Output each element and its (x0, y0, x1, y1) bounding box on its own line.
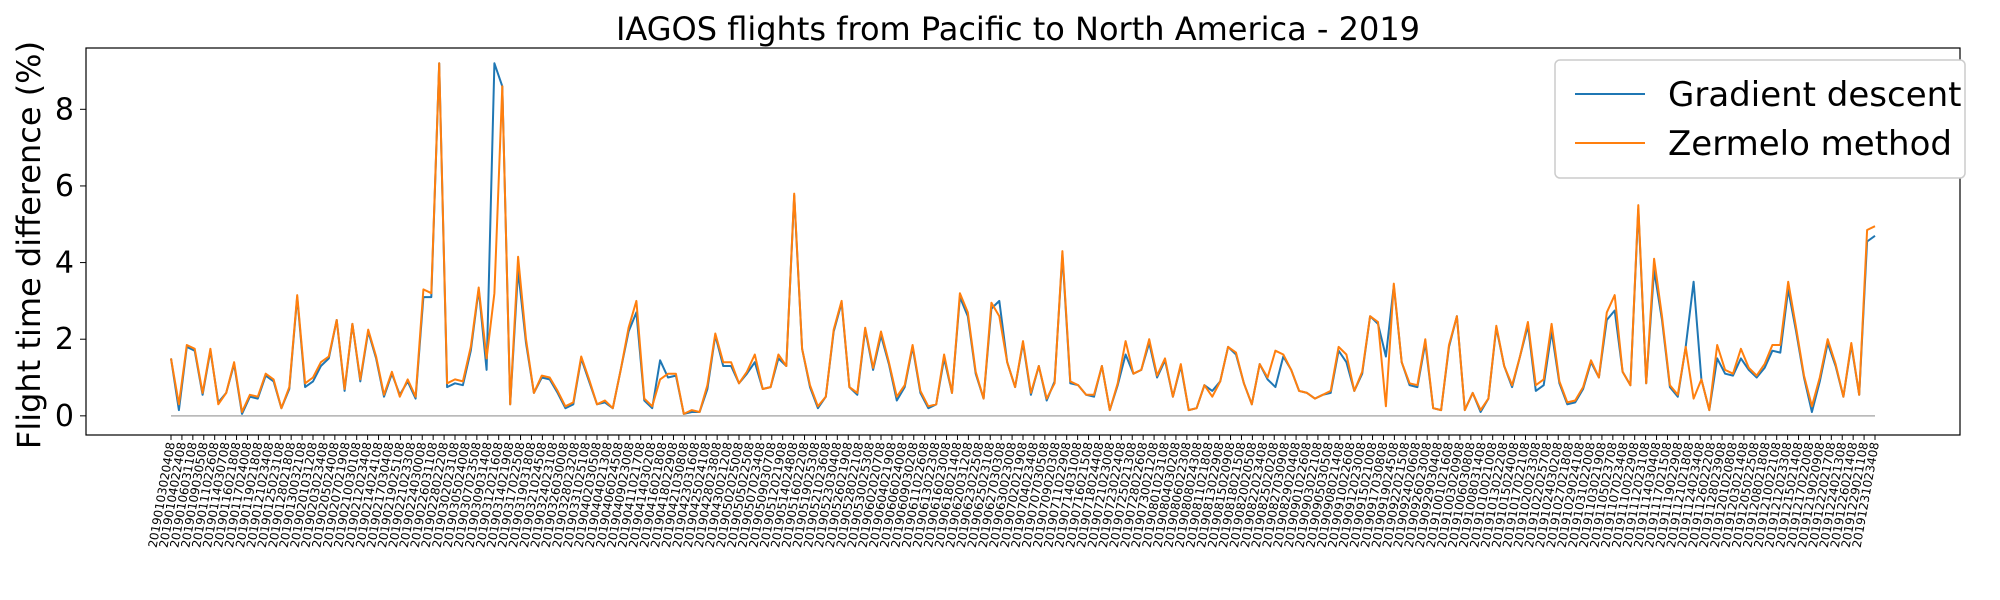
legend-label-zermelo-method: Zermelo method (1668, 124, 1952, 164)
series-line-zermelo-method (170, 62, 1876, 415)
legend-label-gradient-descent: Gradient descent (1668, 75, 1962, 115)
plot-area: 0246820190103020408201901040224082019010… (55, 47, 1961, 549)
y-tick-label: 0 (55, 399, 74, 434)
y-axis-label: Flight time difference (%) (10, 41, 48, 449)
legend-box (1554, 59, 1966, 179)
legend: Gradient descent Zermelo method (1554, 59, 1966, 179)
y-tick-label: 4 (55, 246, 74, 281)
chart-title: IAGOS flights from Pacific to North Amer… (616, 10, 1420, 48)
y-tick-label: 8 (55, 92, 74, 127)
y-tick-label: 6 (55, 169, 74, 204)
y-tick-label: 2 (55, 322, 74, 357)
